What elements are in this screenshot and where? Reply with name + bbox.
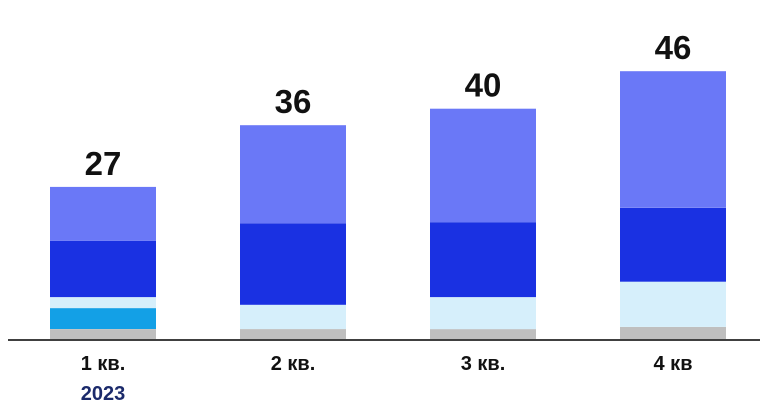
- bar-segment-2-1: [240, 329, 346, 339]
- bar-segment-3-4: [430, 222, 536, 298]
- category-label-3: 3 кв.: [461, 353, 506, 375]
- bar-segment-4-3: [620, 281, 726, 327]
- bar-segment-3-1: [430, 329, 536, 339]
- bar-segment-1-4: [50, 240, 156, 298]
- bar-segment-1-5: [50, 186, 156, 241]
- total-label-1: 27: [85, 145, 122, 182]
- bar-segment-1-1: [50, 329, 156, 339]
- bar-segment-3-3: [430, 297, 536, 330]
- bar-segment-1-2: [50, 308, 156, 329]
- bar-segment-2-3: [240, 304, 346, 329]
- total-label-2: 36: [275, 83, 312, 120]
- bar-segment-1-3: [50, 297, 156, 309]
- bar-segment-4-4: [620, 207, 726, 282]
- total-label-3: 40: [465, 67, 502, 104]
- category-label-4: 4 кв: [654, 353, 693, 375]
- total-label-4: 46: [655, 29, 692, 66]
- labels: 27 1 кв. 36 2 кв. 40 3 кв. 46 4 кв 2023: [81, 29, 693, 405]
- category-label-2: 2 кв.: [271, 353, 316, 375]
- bar-segment-2-5: [240, 125, 346, 224]
- bars: [50, 71, 726, 339]
- bar-segment-4-5: [620, 71, 726, 208]
- year-label: 2023: [81, 383, 126, 405]
- bar-segment-4-1: [620, 326, 726, 339]
- category-label-1: 1 кв.: [81, 353, 126, 375]
- bar-segment-3-5: [430, 108, 536, 223]
- bar-segment-2-4: [240, 223, 346, 305]
